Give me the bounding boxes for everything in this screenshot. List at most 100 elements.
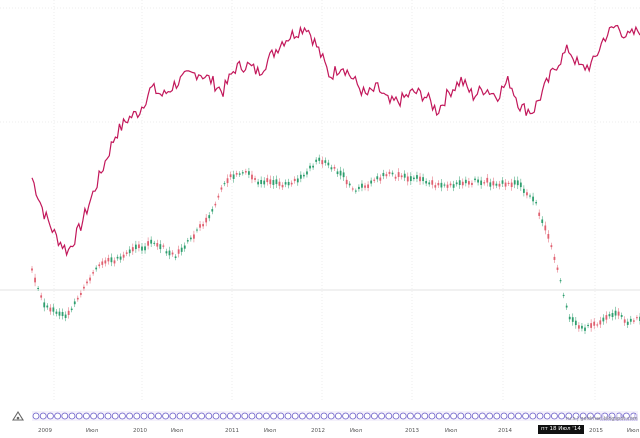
navigator-marker[interactable] [111, 412, 119, 420]
navigator-marker[interactable] [522, 412, 529, 420]
x-tick-label: 2015 [589, 428, 603, 434]
navigator-marker[interactable] [169, 412, 177, 420]
navigator-marker[interactable] [205, 412, 213, 420]
navigator-marker[interactable] [457, 412, 465, 420]
navigator-marker[interactable] [442, 412, 450, 420]
navigator-marker[interactable] [471, 412, 479, 420]
candle-body [101, 261, 104, 265]
navigator-marker[interactable] [176, 412, 184, 420]
navigator-marker[interactable] [500, 412, 508, 420]
navigator-marker[interactable] [162, 412, 170, 420]
candle-body [177, 249, 180, 254]
navigator-marker[interactable] [119, 412, 126, 420]
navigator-marker[interactable] [370, 412, 378, 420]
navigator-marker[interactable] [435, 412, 443, 420]
navigator-marker[interactable] [464, 412, 472, 420]
navigator-marker[interactable] [406, 412, 414, 420]
navigator-marker[interactable] [306, 412, 314, 420]
navigator-marker[interactable] [154, 412, 162, 420]
navigator-marker[interactable] [104, 412, 112, 420]
candle-body [220, 187, 223, 190]
navigator-marker[interactable] [507, 412, 515, 420]
navigator-strip[interactable] [32, 411, 638, 421]
navigator-marker[interactable] [558, 412, 565, 420]
candle-body [455, 182, 458, 185]
candle-body [577, 325, 580, 329]
scroll-icon[interactable] [11, 409, 25, 423]
candle-body [339, 170, 342, 176]
navigator-marker[interactable] [529, 412, 537, 420]
navigator-marker[interactable] [97, 412, 105, 420]
navigator-marker[interactable] [543, 412, 551, 420]
candle-body [226, 178, 229, 184]
navigator-marker[interactable] [126, 412, 134, 420]
candle-body [419, 176, 421, 182]
navigator-marker[interactable] [284, 412, 292, 420]
navigator-marker[interactable] [349, 412, 357, 420]
candle-body [208, 215, 211, 219]
navigator-marker[interactable] [515, 412, 522, 420]
navigator-marker[interactable] [212, 412, 220, 420]
navigator-marker[interactable] [61, 412, 69, 420]
navigator-marker[interactable] [47, 412, 54, 420]
navigator-marker[interactable] [133, 412, 141, 420]
navigator-marker[interactable] [277, 412, 285, 420]
navigator-marker[interactable] [291, 412, 299, 420]
navigator-marker[interactable] [298, 412, 306, 420]
navigator-marker[interactable] [399, 412, 407, 420]
navigator-marker[interactable] [450, 412, 458, 420]
navigator-marker[interactable] [83, 412, 90, 420]
navigator-marker[interactable] [334, 412, 342, 420]
candle-body [547, 234, 550, 239]
candle-body [474, 178, 476, 181]
navigator-marker[interactable] [486, 412, 494, 420]
navigator-marker[interactable] [140, 412, 148, 420]
navigator-marker[interactable] [378, 412, 386, 420]
navigator-marker[interactable] [313, 412, 321, 420]
navigator-marker[interactable] [226, 412, 234, 420]
navigator-marker[interactable] [262, 412, 270, 420]
candle-body [605, 315, 608, 320]
navigator-marker[interactable] [32, 412, 40, 420]
navigator-marker[interactable] [183, 412, 191, 420]
navigator-marker[interactable] [414, 412, 422, 420]
navigator-marker[interactable] [392, 412, 400, 420]
candle-body [202, 224, 204, 227]
navigator-marker[interactable] [75, 412, 83, 420]
navigator-marker[interactable] [234, 412, 242, 420]
navigator-marker[interactable] [54, 412, 61, 420]
navigator-marker[interactable] [68, 412, 76, 420]
navigator-marker[interactable] [270, 412, 278, 420]
navigator-marker[interactable] [219, 412, 227, 420]
navigator-marker[interactable] [572, 412, 580, 420]
candle-body [64, 314, 67, 318]
navigator-marker[interactable] [421, 412, 429, 420]
navigator-marker[interactable] [248, 412, 256, 420]
candle-body [522, 188, 525, 193]
navigator-marker[interactable] [493, 412, 501, 420]
navigator-marker[interactable] [385, 412, 393, 420]
navigator-marker[interactable] [198, 412, 206, 420]
navigator-marker[interactable] [551, 412, 558, 420]
candle-body [248, 171, 250, 175]
navigator-marker[interactable] [478, 412, 486, 420]
navigator-marker[interactable] [587, 412, 594, 420]
navigator-marker[interactable] [241, 412, 249, 420]
navigator-marker[interactable] [342, 412, 350, 420]
navigator-marker[interactable] [327, 412, 335, 420]
navigator-marker[interactable] [428, 412, 436, 420]
navigator-marker[interactable] [320, 412, 328, 420]
navigator-marker[interactable] [255, 412, 263, 420]
candle-body [122, 254, 125, 258]
navigator-marker[interactable] [363, 412, 371, 420]
candle-body [272, 180, 275, 185]
navigator-marker[interactable] [190, 412, 198, 420]
navigator-marker[interactable] [147, 412, 155, 420]
navigator-marker[interactable] [536, 412, 544, 420]
navigator-marker[interactable] [90, 412, 97, 420]
navigator-marker[interactable] [565, 412, 573, 420]
navigator-marker[interactable] [579, 412, 587, 420]
navigator-marker[interactable] [356, 412, 364, 420]
navigator-marker[interactable] [39, 412, 47, 420]
